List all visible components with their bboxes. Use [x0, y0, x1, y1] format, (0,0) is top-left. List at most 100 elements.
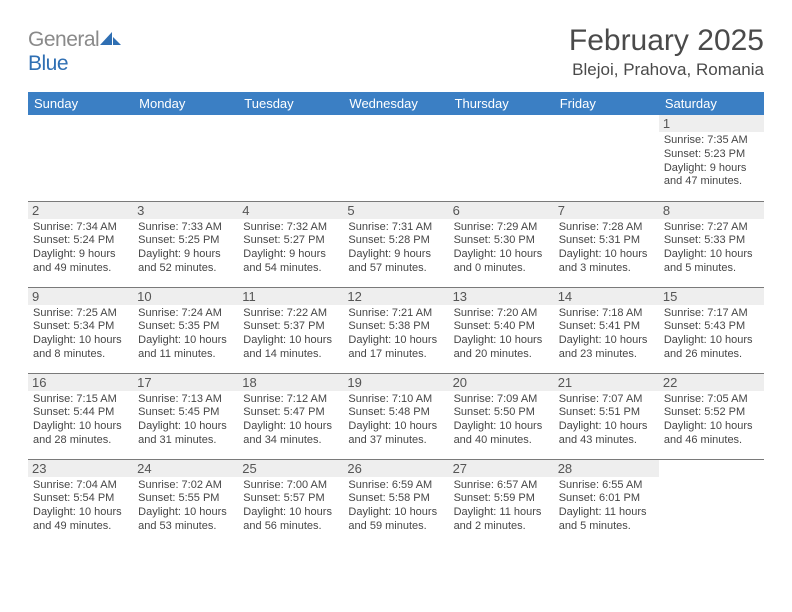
day-text: Sunrise: 7:29 AMSunset: 5:30 PMDaylight:… [453, 221, 550, 276]
day-text: Sunrise: 7:32 AMSunset: 5:27 PMDaylight:… [242, 221, 339, 276]
calendar-table: SundayMondayTuesdayWednesdayThursdayFrid… [28, 92, 764, 545]
brand-part1: General [28, 28, 99, 51]
day-text: Sunrise: 6:57 AMSunset: 5:59 PMDaylight:… [453, 479, 550, 534]
day-cell: 11 Sunrise: 7:22 AMSunset: 5:37 PMDayligh… [238, 287, 343, 373]
day-cell: 26 Sunrise: 6:59 AMSunset: 5:58 PMDayligh… [343, 459, 448, 545]
day-cell: 22 Sunrise: 7:05 AMSunset: 5:52 PMDayligh… [659, 373, 764, 459]
day-number: 17 [133, 374, 238, 391]
week-row: 16Sunrise: 7:15 AMSunset: 5:44 PMDayligh… [28, 373, 764, 459]
day-text: Sunrise: 7:20 AMSunset: 5:40 PMDaylight:… [453, 307, 550, 362]
brand-part2: Blue [28, 52, 68, 75]
day-number: 3 [133, 202, 238, 219]
day-cell: 3 Sunrise: 7:33 AMSunset: 5:25 PMDaylight… [133, 201, 238, 287]
day-header-row: SundayMondayTuesdayWednesdayThursdayFrid… [28, 92, 764, 115]
day-number: 18 [238, 374, 343, 391]
day-number: 13 [449, 288, 554, 305]
brand-logo: GeneralBlue [28, 24, 122, 76]
day-header: Saturday [659, 92, 764, 115]
day-cell: 7 Sunrise: 7:28 AMSunset: 5:31 PMDaylight… [554, 201, 659, 287]
day-text: Sunrise: 7:34 AMSunset: 5:24 PMDaylight:… [32, 221, 129, 276]
day-text: Sunrise: 6:55 AMSunset: 6:01 PMDaylight:… [558, 479, 655, 534]
day-cell: 28 Sunrise: 6:55 AMSunset: 6:01 PMDayligh… [554, 459, 659, 545]
day-number: 7 [554, 202, 659, 219]
day-cell: 10Sunrise: 7:24 AMSunset: 5:35 PMDayligh… [133, 287, 238, 373]
day-text: Sunrise: 7:04 AMSunset: 5:54 PMDaylight:… [32, 479, 129, 534]
day-number: 8 [659, 202, 764, 219]
day-cell [343, 115, 448, 201]
day-text: Sunrise: 7:28 AMSunset: 5:31 PMDaylight:… [558, 221, 655, 276]
day-text: Sunrise: 7:12 AMSunset: 5:47 PMDaylight:… [242, 393, 339, 448]
day-text: Sunrise: 7:09 AMSunset: 5:50 PMDaylight:… [453, 393, 550, 448]
day-text: Sunrise: 7:21 AMSunset: 5:38 PMDaylight:… [347, 307, 444, 362]
day-cell [28, 115, 133, 201]
day-cell: 6 Sunrise: 7:29 AMSunset: 5:30 PMDaylight… [449, 201, 554, 287]
day-header: Wednesday [343, 92, 448, 115]
day-number: 19 [343, 374, 448, 391]
day-number: 14 [554, 288, 659, 305]
day-number: 25 [238, 460, 343, 477]
day-text: Sunrise: 6:59 AMSunset: 5:58 PMDaylight:… [347, 479, 444, 534]
day-number: 6 [449, 202, 554, 219]
day-number: 5 [343, 202, 448, 219]
day-cell: 19 Sunrise: 7:10 AMSunset: 5:48 PMDayligh… [343, 373, 448, 459]
day-cell: 9 Sunrise: 7:25 AMSunset: 5:34 PMDaylight… [28, 287, 133, 373]
day-header: Sunday [28, 92, 133, 115]
day-header: Friday [554, 92, 659, 115]
day-text: Sunrise: 7:25 AMSunset: 5:34 PMDaylight:… [32, 307, 129, 362]
day-number: 9 [28, 288, 133, 305]
day-text: Sunrise: 7:00 AMSunset: 5:57 PMDaylight:… [242, 479, 339, 534]
day-cell: 23 Sunrise: 7:04 AMSunset: 5:54 PMDayligh… [28, 459, 133, 545]
day-text: Sunrise: 7:22 AMSunset: 5:37 PMDaylight:… [242, 307, 339, 362]
day-text: Sunrise: 7:17 AMSunset: 5:43 PMDaylight:… [663, 307, 760, 362]
day-number: 4 [238, 202, 343, 219]
day-number: 23 [28, 460, 133, 477]
day-cell [133, 115, 238, 201]
day-cell: 2 Sunrise: 7:34 AMSunset: 5:24 PMDaylight… [28, 201, 133, 287]
day-cell: 25 Sunrise: 7:00 AMSunset: 5:57 PMDayligh… [238, 459, 343, 545]
day-cell: 14 Sunrise: 7:18 AMSunset: 5:41 PMDayligh… [554, 287, 659, 373]
day-number: 20 [449, 374, 554, 391]
day-number: 1 [659, 115, 764, 132]
day-cell: 8 Sunrise: 7:27 AMSunset: 5:33 PMDaylight… [659, 201, 764, 287]
day-text: Sunrise: 7:07 AMSunset: 5:51 PMDaylight:… [558, 393, 655, 448]
day-cell: 27 Sunrise: 6:57 AMSunset: 5:59 PMDayligh… [449, 459, 554, 545]
day-cell [554, 115, 659, 201]
day-cell: 1Sunrise: 7:35 AMSunset: 5:23 PMDaylight… [659, 115, 764, 201]
day-number: 26 [343, 460, 448, 477]
day-text: Sunrise: 7:33 AMSunset: 5:25 PMDaylight:… [137, 221, 234, 276]
location-label: Blejoi, Prahova, Romania [569, 60, 764, 80]
day-number: 21 [554, 374, 659, 391]
day-text: Sunrise: 7:27 AMSunset: 5:33 PMDaylight:… [663, 221, 760, 276]
day-cell: 17Sunrise: 7:13 AMSunset: 5:45 PMDayligh… [133, 373, 238, 459]
day-text: Sunrise: 7:18 AMSunset: 5:41 PMDaylight:… [558, 307, 655, 362]
sail-icon [100, 28, 122, 52]
day-cell [238, 115, 343, 201]
day-number: 27 [449, 460, 554, 477]
day-text: Sunrise: 7:02 AMSunset: 5:55 PMDaylight:… [137, 479, 234, 534]
day-number: 28 [554, 460, 659, 477]
day-cell: 15 Sunrise: 7:17 AMSunset: 5:43 PMDayligh… [659, 287, 764, 373]
day-text: Sunrise: 7:31 AMSunset: 5:28 PMDaylight:… [347, 221, 444, 276]
day-cell: 4 Sunrise: 7:32 AMSunset: 5:27 PMDaylight… [238, 201, 343, 287]
day-cell: 13 Sunrise: 7:20 AMSunset: 5:40 PMDayligh… [449, 287, 554, 373]
day-cell: 24 Sunrise: 7:02 AMSunset: 5:55 PMDayligh… [133, 459, 238, 545]
day-number: 12 [343, 288, 448, 305]
day-number: 22 [659, 374, 764, 391]
day-text: Sunrise: 7:10 AMSunset: 5:48 PMDaylight:… [347, 393, 444, 448]
day-number: 15 [659, 288, 764, 305]
week-row: 2 Sunrise: 7:34 AMSunset: 5:24 PMDaylight… [28, 201, 764, 287]
day-header: Monday [133, 92, 238, 115]
day-number: 10 [133, 288, 238, 305]
day-header: Tuesday [238, 92, 343, 115]
day-text: Sunrise: 7:05 AMSunset: 5:52 PMDaylight:… [663, 393, 760, 448]
header: GeneralBlue February 2025 Blejoi, Prahov… [28, 24, 764, 80]
day-cell: 16Sunrise: 7:15 AMSunset: 5:44 PMDayligh… [28, 373, 133, 459]
day-cell: 5 Sunrise: 7:31 AMSunset: 5:28 PMDaylight… [343, 201, 448, 287]
day-number: 11 [238, 288, 343, 305]
day-number: 24 [133, 460, 238, 477]
week-row: 9 Sunrise: 7:25 AMSunset: 5:34 PMDaylight… [28, 287, 764, 373]
day-number: 2 [28, 202, 133, 219]
month-title: February 2025 [569, 24, 764, 58]
week-row: 1Sunrise: 7:35 AMSunset: 5:23 PMDaylight… [28, 115, 764, 201]
day-cell: 21 Sunrise: 7:07 AMSunset: 5:51 PMDayligh… [554, 373, 659, 459]
